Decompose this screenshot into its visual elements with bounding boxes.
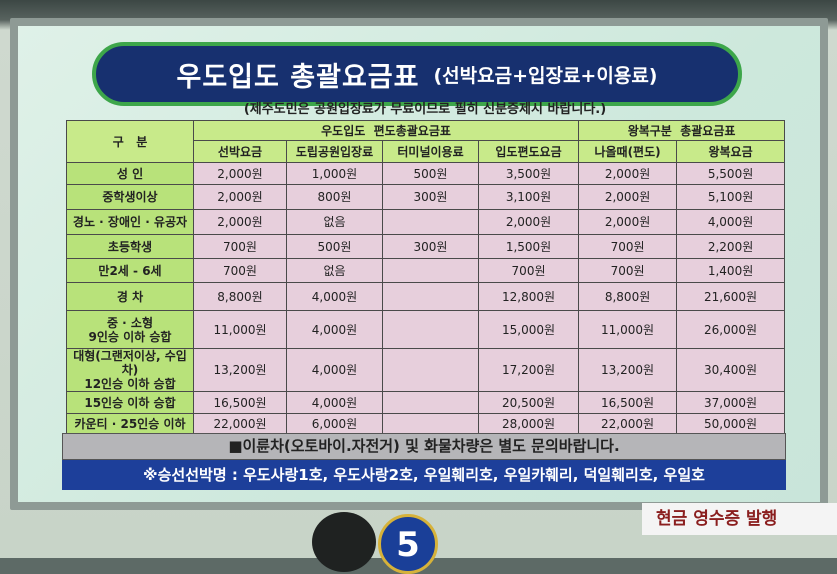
row-label: 만2세 - 6세 <box>66 258 194 283</box>
fare-cell: 2,000원 <box>193 162 287 185</box>
fare-cell: 2,000원 <box>477 209 580 235</box>
row-label: 중학생이상 <box>66 184 194 210</box>
fare-cell: 2,000원 <box>578 209 678 235</box>
fare-cell: 2,200원 <box>676 234 786 259</box>
row-label: 경 차 <box>66 282 194 311</box>
fare-cell: 700원 <box>578 234 678 259</box>
fare-cell: 11,000원 <box>578 310 678 349</box>
fare-cell: 4,000원 <box>286 282 383 311</box>
fare-cell: 21,600원 <box>676 282 786 311</box>
fare-cell: 700원 <box>477 258 580 283</box>
fare-cell: 500원 <box>286 234 383 259</box>
fare-row: 15인승 이하 승합 16,500원 4,000원 20,500원 16,500원 37,… <box>66 391 786 414</box>
fare-cell: 8,800원 <box>193 282 287 311</box>
fare-cell: 16,500원 <box>193 391 287 414</box>
motorcycle-cargo-note: ■이륜차(오토바이.자전거) 및 화물차량은 별도 문의바랍니다. <box>62 433 786 460</box>
fare-row: 카운티 · 25인승 이하 22,000원 6,000원 28,000원 22,000원… <box>66 413 786 434</box>
window-number-badge: 5 <box>378 514 438 574</box>
fare-cell: 4,000원 <box>286 391 383 414</box>
fare-cell: 13,200원 <box>578 348 678 392</box>
round-trip-group-header: 왕복구분 총괄요금표 <box>578 120 786 141</box>
column-header: 입도편도요금 <box>477 140 580 163</box>
fare-cell <box>382 310 479 349</box>
resident-notice: (제주도민은 공원입장료가 무료이므로 필히 신분증제시 바랍니다.) <box>243 102 607 117</box>
fare-row: 경 차 8,800원 4,000원 12,800원 8,800원 21,600원 <box>66 282 786 311</box>
column-header: 나올때(편도) <box>578 140 678 163</box>
fare-cell: 20,500원 <box>477 391 580 414</box>
fare-row: 경노 · 장애인 · 유공자 2,000원 없음 2,000원 2,000원 4,000원 <box>66 209 786 235</box>
fare-cell: 700원 <box>578 258 678 283</box>
column-header: 왕복요금 <box>676 140 786 163</box>
category-header: 구 분 <box>66 120 194 163</box>
fare-cell: 1,500원 <box>477 234 580 259</box>
fare-cell: 3,100원 <box>477 184 580 210</box>
column-header: 도립공원입장료 <box>286 140 383 163</box>
fare-cell: 28,000원 <box>477 413 580 434</box>
one-way-group-header: 우도입도 편도총괄요금표 <box>192 120 580 141</box>
fare-cell: 1,000원 <box>286 162 383 185</box>
fare-row: 성 인 2,000원 1,000원 500원 3,500원 2,000원 5,500원 <box>66 162 786 185</box>
row-label: 15인승 이하 승합 <box>66 391 194 414</box>
row-label: 초등학생 <box>66 234 194 259</box>
row-label: 대형(그랜저이상, 수입차) 12인승 이하 승합 <box>66 348 194 392</box>
fare-cell: 300원 <box>382 234 479 259</box>
column-header: 선박요금 <box>193 140 287 163</box>
security-camera <box>312 512 376 572</box>
fare-cell: 2,000원 <box>193 209 287 235</box>
fare-row: 대형(그랜저이상, 수입차) 12인승 이하 승합 13,200원 4,000원 17… <box>66 348 786 392</box>
fare-cell: 6,000원 <box>286 413 383 434</box>
fare-cell: 26,000원 <box>676 310 786 349</box>
title-main: 우도입도 총괄요금표 <box>176 61 420 93</box>
fare-row: 중 · 소형 9인승 이하 승합 11,000원 4,000원 15,000원 11,0… <box>66 310 786 349</box>
row-label: 카운티 · 25인승 이하 <box>66 413 194 434</box>
ship-names-note: ※승선선박명 : 우도사랑1호, 우도사랑2호, 우일훼리호, 우일카훼리, 덕… <box>62 460 786 490</box>
fare-cell: 30,400원 <box>676 348 786 392</box>
fare-cell: 4,000원 <box>676 209 786 235</box>
fare-cell: 5,500원 <box>676 162 786 185</box>
fare-cell <box>382 258 479 283</box>
fare-cell: 8,800원 <box>578 282 678 311</box>
fare-cell: 700원 <box>193 258 287 283</box>
fare-cell <box>382 348 479 392</box>
fare-cell: 15,000원 <box>477 310 580 349</box>
fare-cell: 37,000원 <box>676 391 786 414</box>
title-sub: (선박요금+입장료+이용료) <box>433 64 658 87</box>
fare-cell: 3,500원 <box>477 162 580 185</box>
cash-receipt-sign: 현금 영수증 발행 <box>642 503 837 535</box>
fare-cell: 5,100원 <box>676 184 786 210</box>
fare-cell: 11,000원 <box>193 310 287 349</box>
fare-cell: 300원 <box>382 184 479 210</box>
fare-cell: 17,200원 <box>477 348 580 392</box>
fare-row: 중학생이상 2,000원 800원 300원 3,100원 2,000원 5,100원 <box>66 184 786 210</box>
fare-cell: 16,500원 <box>578 391 678 414</box>
fare-cell: 500원 <box>382 162 479 185</box>
fare-cell <box>382 391 479 414</box>
row-label: 경노 · 장애인 · 유공자 <box>66 209 194 235</box>
fare-cell: 22,000원 <box>193 413 287 434</box>
fare-row: 초등학생 700원 500원 300원 1,500원 700원 2,200원 <box>66 234 786 259</box>
fare-cell: 800원 <box>286 184 383 210</box>
fare-cell: 2,000원 <box>578 162 678 185</box>
fare-cell: 2,000원 <box>193 184 287 210</box>
fare-cell: 50,000원 <box>676 413 786 434</box>
fare-cell <box>382 282 479 311</box>
fare-cell <box>382 209 479 235</box>
fare-cell: 4,000원 <box>286 348 383 392</box>
fare-cell <box>382 413 479 434</box>
column-header: 터미널이용료 <box>382 140 479 163</box>
fare-cell: 2,000원 <box>578 184 678 210</box>
fare-cell: 4,000원 <box>286 310 383 349</box>
row-label: 중 · 소형 9인승 이하 승합 <box>66 310 194 349</box>
fare-table: 구 분 우도입도 편도총괄요금표 왕복구분 총괄요금표 선박요금 도립공원입장료 터… <box>66 120 786 434</box>
fare-cell: 700원 <box>193 234 287 259</box>
fare-row: 만2세 - 6세 700원 없음 700원 700원 1,400원 <box>66 258 786 283</box>
fare-cell: 없음 <box>286 258 383 283</box>
fare-cell: 1,400원 <box>676 258 786 283</box>
board-title: 우도입도 총괄요금표 (선박요금+입장료+이용료) <box>92 42 742 106</box>
fare-cell: 없음 <box>286 209 383 235</box>
fare-cell: 13,200원 <box>193 348 287 392</box>
fare-cell: 22,000원 <box>578 413 678 434</box>
row-label: 성 인 <box>66 162 194 185</box>
fare-cell: 12,800원 <box>477 282 580 311</box>
